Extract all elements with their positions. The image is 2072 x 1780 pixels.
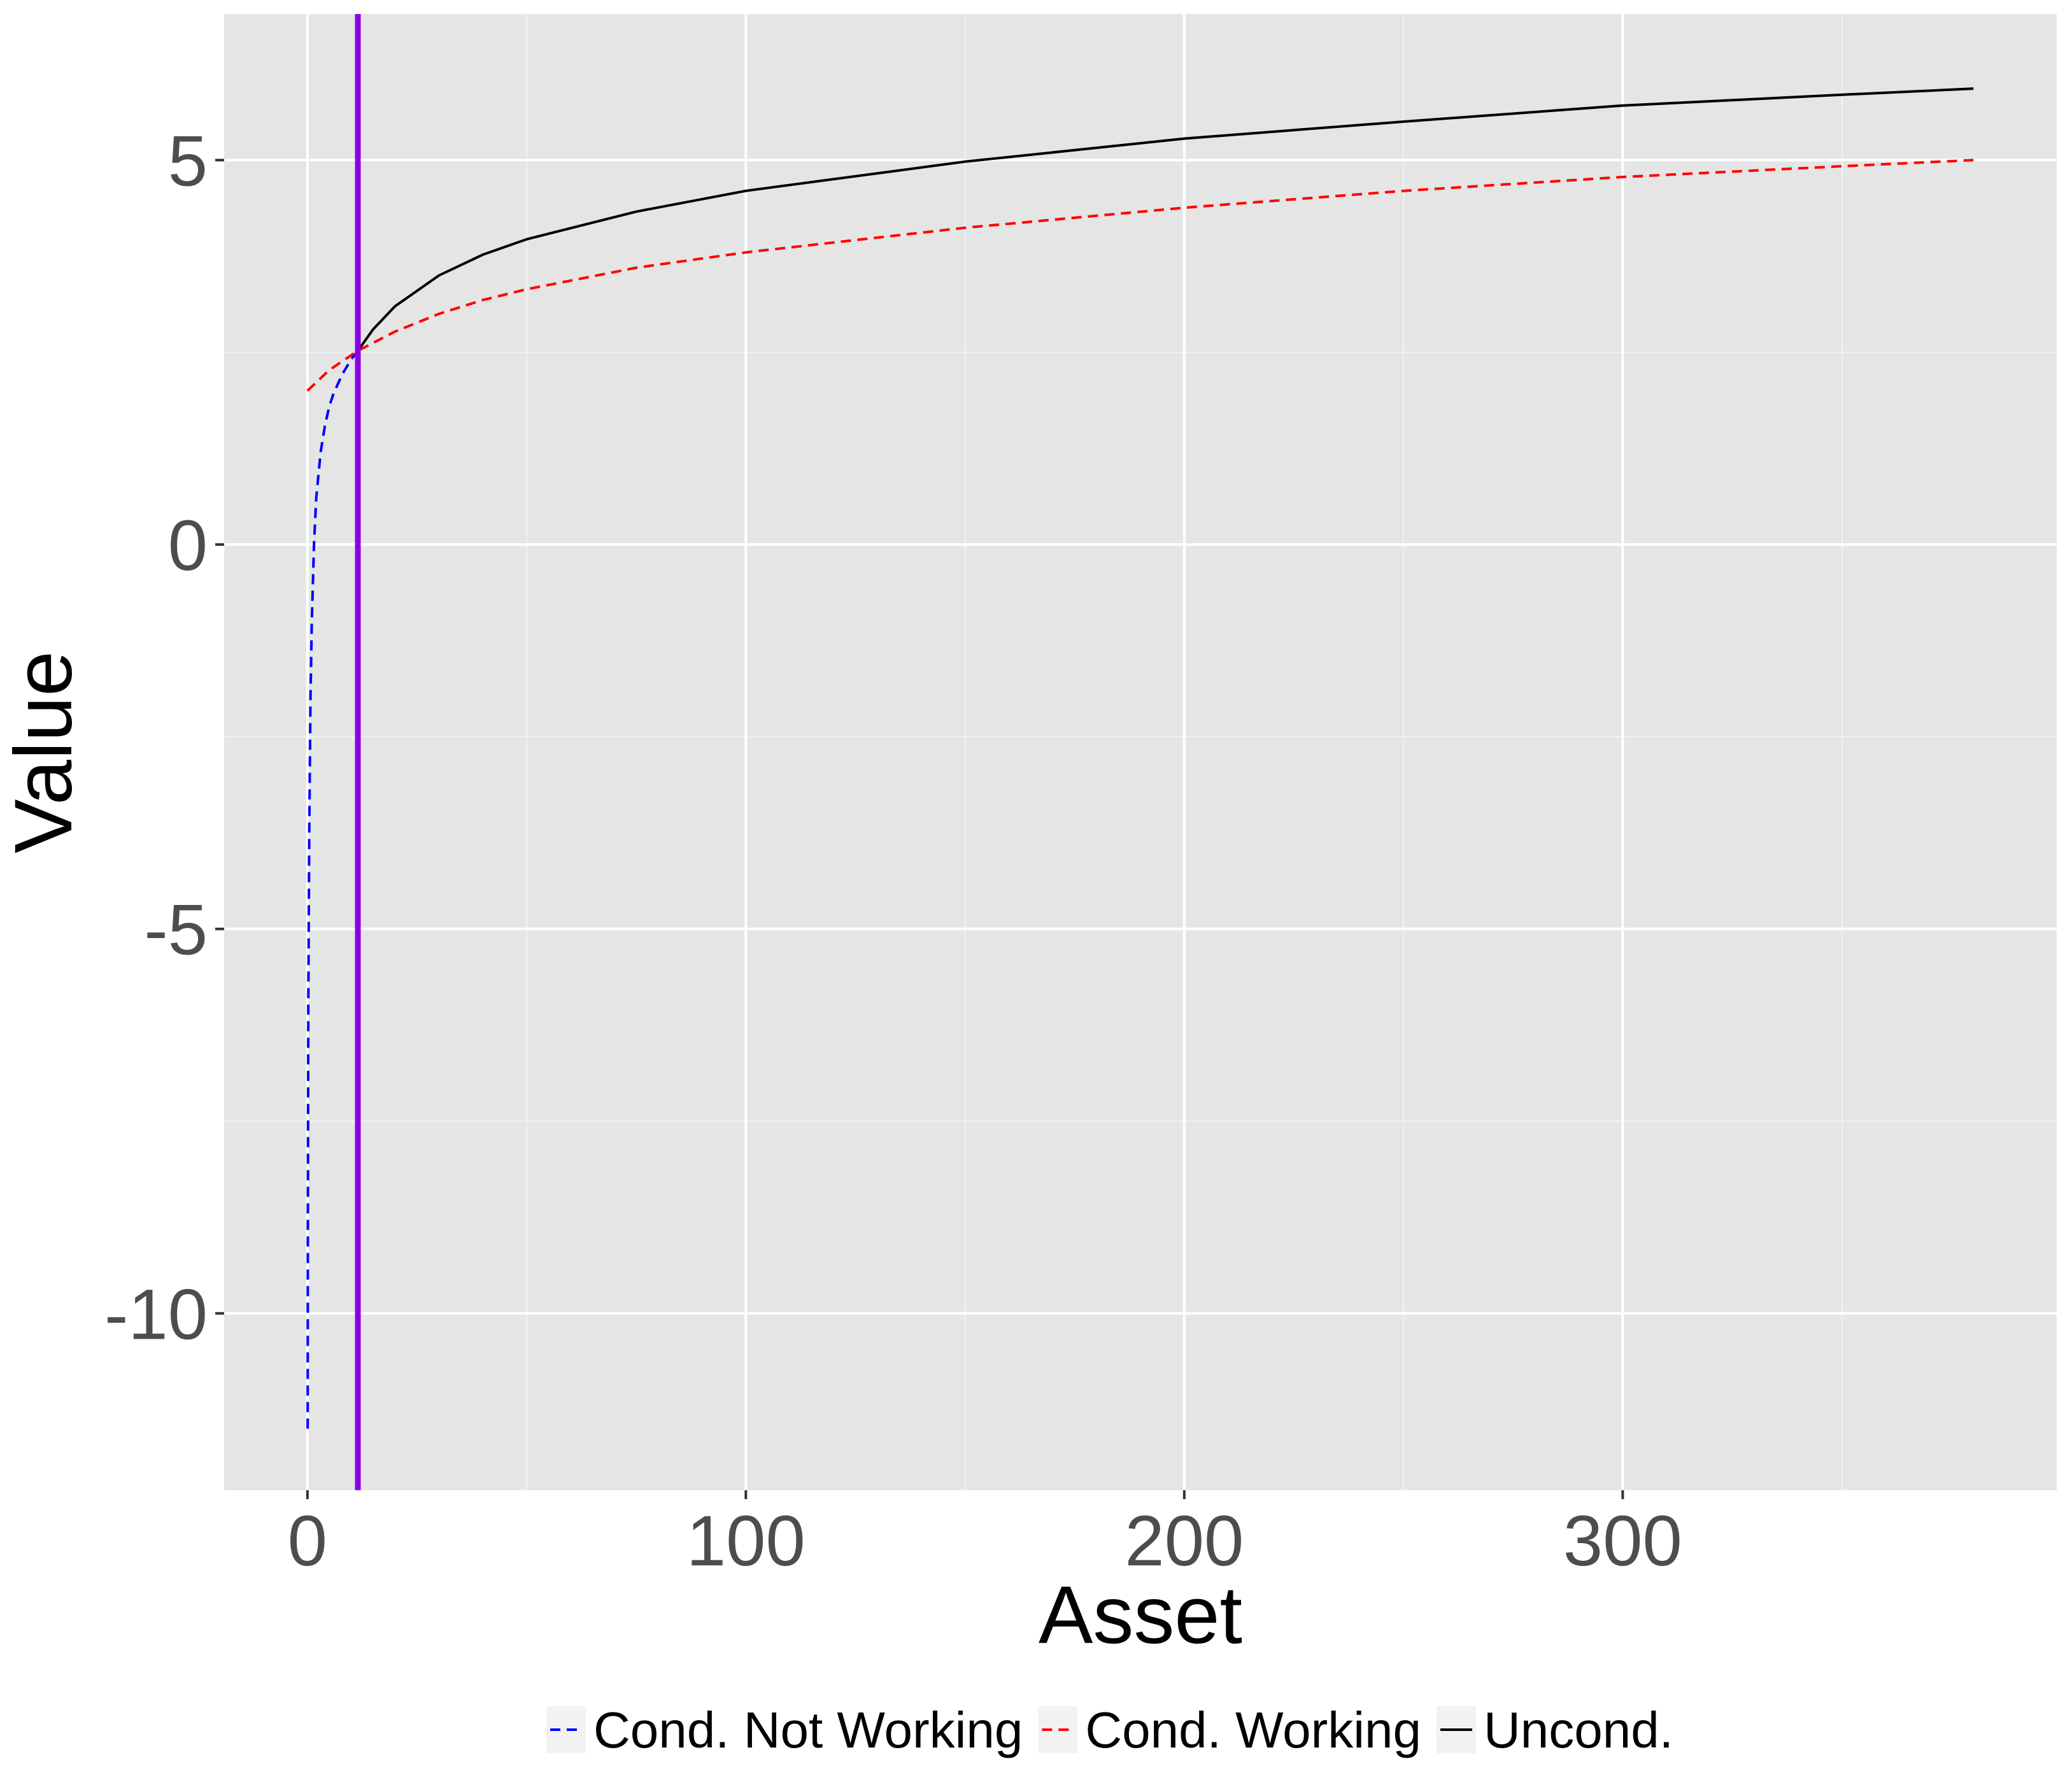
y-tick-label: -10 (104, 1274, 208, 1354)
legend-label-1: Cond. Working (1085, 1702, 1421, 1758)
grid-minor (224, 14, 2057, 1490)
x-axis-title: Asset (1039, 1570, 1242, 1661)
series-line-2 (357, 87, 1974, 352)
series-line-0 (306, 350, 359, 1429)
x-tick-label: 200 (1125, 1501, 1244, 1581)
series-line-1 (306, 159, 1974, 392)
x-tick-label: 0 (288, 1501, 327, 1581)
grid-major (224, 14, 2057, 1490)
x-tick-label: 100 (686, 1501, 805, 1581)
axis-ticks (215, 159, 1624, 1499)
legend: Cond. Not Working Cond. Working Uncond. (546, 1702, 1673, 1758)
x-tick-label: 300 (1563, 1501, 1682, 1581)
y-tick-label: 5 (168, 121, 208, 201)
y-tick-labels: -10 -5 0 5 (104, 121, 208, 1354)
y-tick-label: 0 (168, 506, 208, 585)
plot-panel (224, 14, 2057, 1490)
y-axis-title: Value (0, 651, 89, 853)
series-layer (306, 87, 1974, 1429)
legend-label-0: Cond. Not Working (593, 1702, 1023, 1758)
legend-label-2: Uncond. (1484, 1702, 1673, 1758)
y-tick-label: -5 (144, 890, 208, 970)
x-tick-labels: 0 100 200 300 (288, 1501, 1682, 1581)
